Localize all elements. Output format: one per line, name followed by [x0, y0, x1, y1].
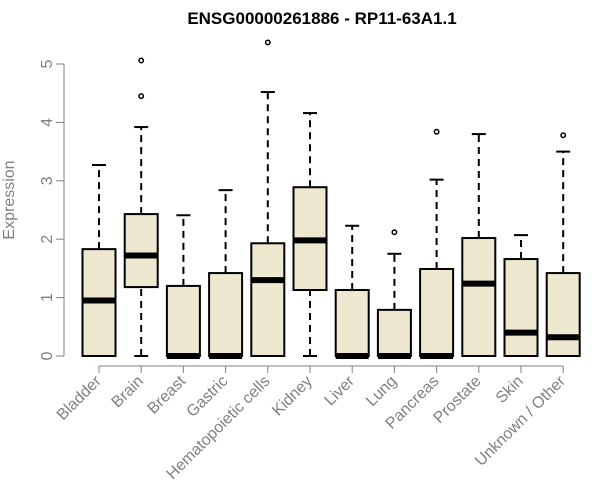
outlier-point	[138, 57, 145, 64]
y-tick-label: 0	[39, 351, 56, 360]
outlier-point	[138, 93, 145, 100]
box-gastric	[208, 189, 244, 359]
box-skin	[503, 234, 539, 357]
outlier-point	[560, 132, 567, 139]
box-breast	[165, 214, 201, 359]
box-kidney	[292, 112, 328, 357]
box-lung	[376, 229, 412, 359]
chart-title: ENSG00000261886 - RP11-63A1.1	[187, 9, 456, 28]
box-rect	[123, 213, 159, 289]
x-tick-label: Lung	[363, 373, 400, 410]
box-prostate	[461, 133, 497, 357]
box-rect	[503, 258, 539, 357]
x-tick-label: Prostate	[430, 373, 484, 427]
box-rect	[419, 267, 455, 358]
box-unknown-other	[545, 132, 581, 357]
y-tick-label: 2	[39, 235, 56, 244]
box-liver	[334, 224, 370, 359]
box-brain	[123, 57, 159, 357]
outlier-point	[391, 229, 398, 236]
x-tick-label: Bladder	[54, 372, 105, 423]
y-axis-label: Expression	[1, 160, 18, 239]
box-rect	[376, 308, 412, 358]
box-rect	[334, 289, 370, 357]
outlier-point	[264, 39, 271, 46]
box-rect	[545, 272, 581, 357]
box-rect	[165, 284, 201, 358]
y-tick-label: 1	[39, 293, 56, 302]
x-tick-label: Kidney	[269, 373, 316, 420]
box-bladder	[81, 164, 117, 358]
box-rect	[461, 237, 497, 357]
box-series	[81, 39, 581, 359]
y-tick-label: 3	[39, 176, 56, 185]
x-tick-label: Brain	[109, 373, 147, 411]
y-tick-label: 4	[39, 118, 56, 127]
x-tick-label: Skin	[493, 373, 527, 407]
box-rect	[208, 272, 244, 357]
x-tick-label: Liver	[321, 372, 358, 409]
box-pancreas	[419, 128, 455, 359]
x-tick-label: Breast	[145, 372, 190, 417]
box-rect	[250, 242, 286, 357]
outlier-point	[433, 128, 440, 135]
y-tick-label: 5	[39, 59, 56, 68]
box-hematopoietic-cells	[250, 39, 286, 357]
y-axis: 0 1 2 3 4 5	[39, 59, 65, 360]
